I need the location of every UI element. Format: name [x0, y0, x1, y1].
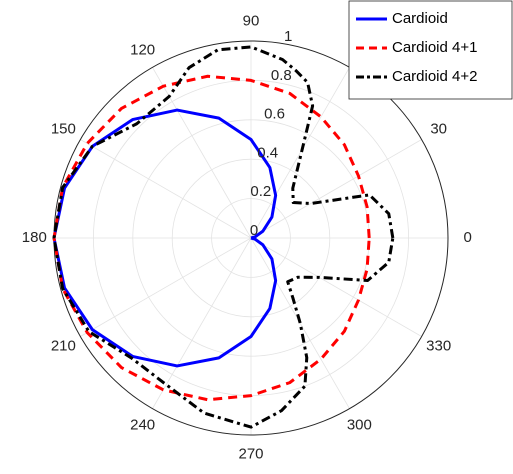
spoke-gridline — [80, 237, 252, 337]
legend-label: Cardioid 4+2 — [392, 68, 477, 85]
spoke-gridline — [80, 139, 252, 239]
spoke-gridline — [250, 237, 422, 337]
ring-gridline — [171, 158, 331, 318]
r-tick-label: 1 — [284, 28, 292, 45]
r-tick-label: 0.8 — [271, 67, 292, 84]
legend-box — [348, 0, 513, 100]
legend: Cardioid Cardioid 4+1 Cardioid 4+2 — [348, 0, 513, 100]
series-lines — [52, 45, 395, 429]
spoke-gridline — [250, 237, 350, 409]
theta-tick-label: 270 — [238, 446, 263, 463]
theta-tick-label: 120 — [130, 41, 155, 58]
theta-tick-label: 210 — [51, 337, 76, 354]
ring-gridline — [211, 198, 291, 278]
theta-tick-label: 90 — [243, 12, 260, 29]
spoke-gridline — [152, 237, 252, 409]
r-tick-label: 0.4 — [257, 144, 278, 161]
spoke-gridline — [250, 139, 422, 239]
theta-tick-label: 180 — [22, 229, 47, 246]
theta-tick-label: 240 — [130, 417, 155, 434]
theta-tick-label: 300 — [347, 417, 372, 434]
theta-tick-label: 330 — [426, 337, 451, 354]
theta-tick-label: 0 — [464, 229, 472, 246]
theta-tick-label: 150 — [51, 121, 76, 138]
r-tick-label: 0.6 — [264, 106, 285, 123]
r-tick-label: 0.2 — [250, 183, 271, 200]
r-tick-label: 0 — [250, 222, 258, 239]
spoke-gridline — [250, 67, 350, 239]
spoke-gridline — [152, 67, 252, 239]
legend-label: Cardioid — [392, 10, 448, 27]
legend-label: Cardioid 4+1 — [392, 39, 477, 56]
theta-tick-label: 30 — [430, 121, 447, 138]
